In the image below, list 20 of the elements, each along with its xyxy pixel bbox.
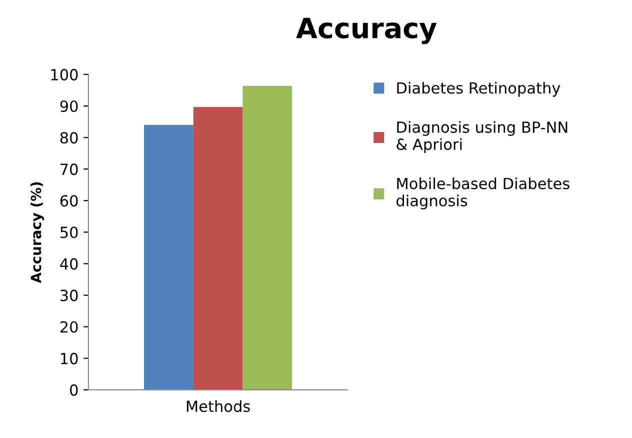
- bar: [242, 86, 292, 390]
- y-tick-label: 100: [51, 68, 78, 80]
- x-axis-title: Methods: [186, 400, 250, 412]
- bar: [193, 106, 243, 390]
- y-tick-label: 90: [60, 100, 78, 112]
- y-tick-label: 50: [60, 226, 78, 238]
- y-tick-label: 10: [60, 352, 78, 364]
- y-tick-label: 60: [60, 195, 78, 207]
- y-tick-label: 20: [60, 321, 78, 333]
- legend-label: Diagnosis using BP-NN & Apriori: [396, 121, 568, 154]
- y-tick-label: 40: [60, 258, 78, 270]
- chart-title: Accuracy: [296, 18, 437, 44]
- legend-label: Mobile-based Diabetes diagnosis: [396, 177, 570, 210]
- y-tick-label: 30: [60, 290, 78, 302]
- y-tick-label: 80: [60, 132, 78, 144]
- y-axis-title: Accuracy (%): [30, 182, 44, 284]
- y-tick-label: 70: [60, 164, 78, 176]
- y-tick-label: 0: [70, 384, 78, 396]
- bar: [144, 124, 194, 390]
- legend-label: Diabetes Retinopathy: [397, 82, 560, 97]
